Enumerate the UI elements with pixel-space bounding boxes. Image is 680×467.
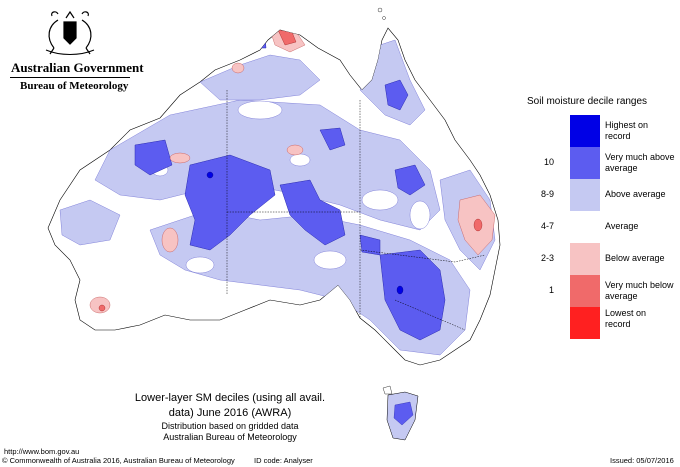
map-title-line1: Lower-layer SM deciles (using all avail.	[134, 392, 326, 404]
legend-label-very-much-below: Very much below average	[605, 280, 674, 301]
legend-title: Soil moisture decile ranges	[527, 96, 648, 107]
legend-value-4-7: 4-7	[540, 221, 554, 231]
legend-label-average: Average	[605, 221, 639, 231]
map-title: Lower-layer SM deciles (using all avail.…	[120, 391, 340, 421]
copyright-text: © Commonwealth of Australia 2016, Austra…	[2, 456, 235, 465]
bom-link[interactable]: http://www.bom.gov.au	[4, 447, 80, 456]
coat-of-arms-icon	[45, 10, 95, 55]
legend-swatch-below	[570, 243, 600, 275]
legend-swatch-highest	[570, 115, 600, 147]
map-title-line2: data) June 2016 (AWRA)	[168, 407, 292, 419]
bureau-title: Bureau of Meteorology	[20, 80, 129, 92]
issued-date: Issued: 05/07/2016	[610, 456, 674, 465]
legend-label-below: Below average	[605, 253, 665, 263]
map-subtitle: Distribution based on gridded data Austr…	[120, 421, 340, 443]
legend-swatch-very-much-below	[570, 275, 600, 307]
legend-value-8-9: 8-9	[540, 189, 554, 199]
legend-value-1: 1	[548, 285, 554, 295]
legend-swatch-lowest	[570, 307, 600, 339]
legend-value-2-3: 2-3	[540, 253, 554, 263]
legend-label-highest: Highest on record	[605, 120, 649, 141]
legend-label-lowest: Lowest on record	[605, 308, 647, 329]
legend-swatch-average	[570, 211, 600, 243]
legend-label-above: Above average	[605, 189, 666, 199]
legend-swatch-very-much-above	[570, 147, 600, 179]
legend-label-very-much-above: Very much above average	[605, 152, 675, 173]
map-subtitle-line2: Australian Bureau of Meteorology	[163, 432, 297, 442]
header-divider	[10, 77, 130, 78]
map-subtitle-line1: Distribution based on gridded data	[161, 421, 299, 431]
id-code: ID code: Analyser	[254, 456, 313, 465]
legend-value-10: 10	[543, 157, 554, 167]
legend-swatch-above	[570, 179, 600, 211]
government-title: Australian Government	[11, 60, 144, 75]
